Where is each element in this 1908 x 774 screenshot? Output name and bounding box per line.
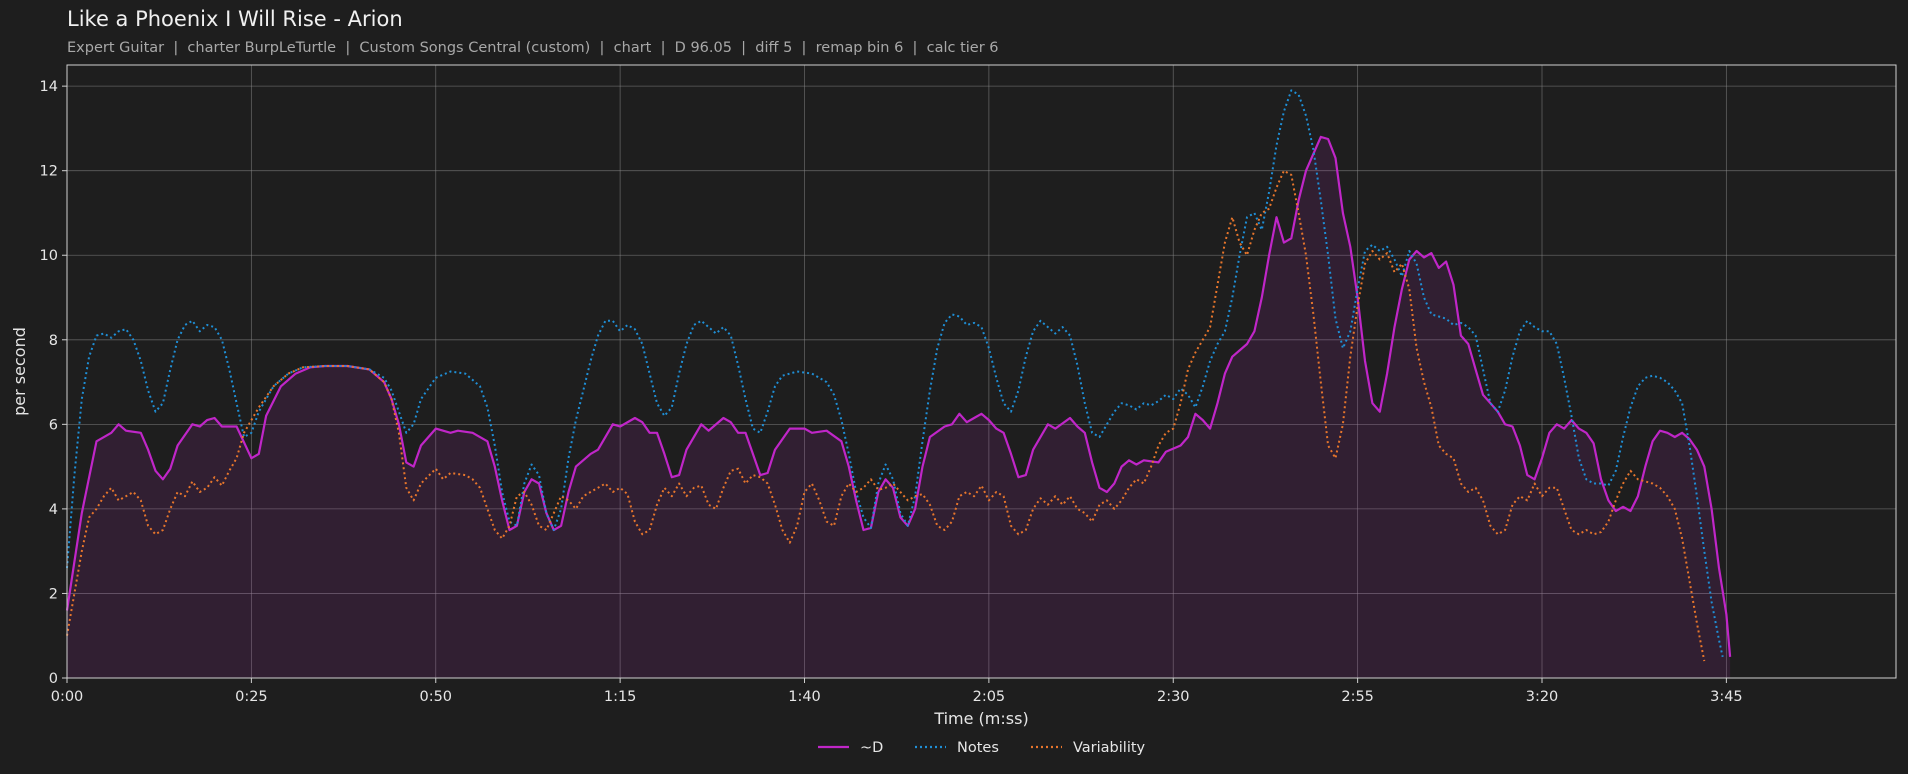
x-tick-label: 2:55 xyxy=(1341,689,1374,705)
x-tick-label: 2:30 xyxy=(1157,689,1190,705)
series-line xyxy=(65,135,1732,657)
y-tick-label: 14 xyxy=(40,79,58,95)
y-axis-label: per second xyxy=(10,327,29,416)
plot-frame xyxy=(66,64,1897,679)
legend: ~D Notes Variability xyxy=(818,740,1146,756)
y-tick-label: 2 xyxy=(49,586,58,602)
y-tick-label: 10 xyxy=(40,248,58,264)
y-tick-label: 12 xyxy=(40,164,58,180)
x-tick-label: 0:25 xyxy=(235,689,268,705)
legend-label: ~D xyxy=(860,740,883,756)
x-tick-label: 0:50 xyxy=(419,689,452,705)
x-axis-label: Time (m:ss) xyxy=(933,709,1028,728)
x-tick-label: 1:15 xyxy=(604,689,637,705)
series-line xyxy=(66,169,1706,662)
x-tick-label: 2:05 xyxy=(973,689,1006,705)
axis-ticks: 0:00 0:25 0:50 1:15 1:40 2:05 2:30 2:55 3:20 3:45… xyxy=(40,79,1743,705)
x-tick-label: 1:40 xyxy=(788,689,821,705)
y-tick-label: 4 xyxy=(49,502,58,518)
x-tick-label: 0:00 xyxy=(51,689,84,705)
series-lines xyxy=(65,89,1732,662)
x-tick-label: 3:20 xyxy=(1526,689,1559,705)
chart-subtitle: Expert Guitar | charter BurpLeTurtle | C… xyxy=(67,40,999,56)
y-tick-label: 6 xyxy=(49,417,58,433)
legend-label: Notes xyxy=(957,740,999,756)
legend-label: Variability xyxy=(1073,740,1146,756)
series-line xyxy=(66,89,1724,658)
y-tick-label: 0 xyxy=(49,671,58,687)
x-tick-label: 3:45 xyxy=(1710,689,1743,705)
chart-title: Like a Phoenix I Will Rise - Arion xyxy=(67,7,403,31)
grid-lines xyxy=(66,65,1896,679)
series-fill-area xyxy=(67,136,1731,678)
y-tick-label: 8 xyxy=(49,333,58,349)
series-area xyxy=(67,136,1731,678)
